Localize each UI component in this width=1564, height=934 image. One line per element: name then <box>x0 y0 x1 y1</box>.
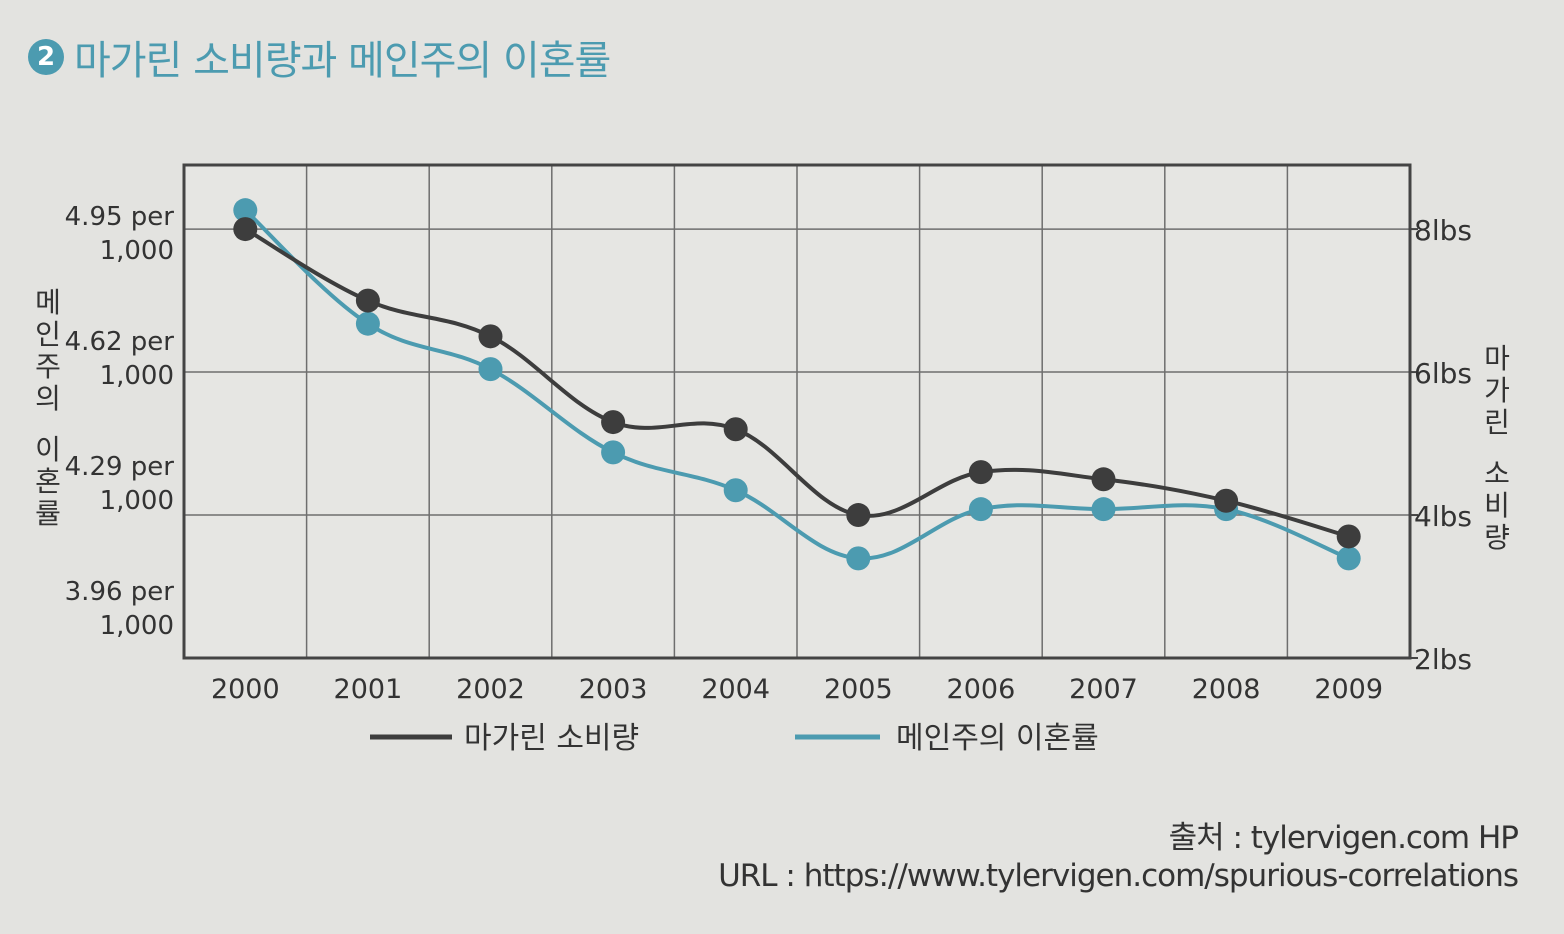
left-axis-tick-label: 1,000 <box>100 236 174 266</box>
url-label: URL <box>718 858 778 894</box>
left-axis-title-char: 혼 <box>35 465 61 498</box>
data-point-divorce <box>846 546 871 571</box>
left-axis-title-char: 주 <box>35 350 61 383</box>
right-axis-title-char: 비 <box>1484 489 1510 522</box>
left-axis-title-char: 률 <box>35 497 61 530</box>
source-label: 출처 <box>1168 820 1225 856</box>
right-axis-title-char: 린 <box>1484 406 1510 439</box>
left-axis-title-char: 인 <box>35 318 61 351</box>
series-line-margarine <box>244 227 1350 539</box>
data-point-divorce <box>601 440 626 465</box>
data-point-margarine <box>723 417 748 442</box>
left-axis-tick-label: 1,000 <box>100 486 174 516</box>
left-axis-tick-label: 1,000 <box>100 361 174 391</box>
right-axis-tick-label: 8lbs <box>1414 214 1472 247</box>
x-tick-label: 2003 <box>579 674 648 705</box>
data-point-divorce <box>723 478 748 503</box>
x-tick-label: 2007 <box>1069 674 1138 705</box>
left-axis-tick-label: 4.62 per <box>65 327 175 357</box>
source-value: tylervigen.com HP <box>1250 820 1519 856</box>
data-point-margarine <box>355 288 380 313</box>
data-point-divorce <box>478 357 503 382</box>
data-point-margarine <box>968 460 993 485</box>
x-tick-label: 2006 <box>947 674 1016 705</box>
data-point-divorce <box>355 311 380 336</box>
right-axis-tick-label: 2lbs <box>1414 643 1472 676</box>
data-point-margarine <box>478 324 503 349</box>
title-text: 마가린 소비량과 메인주의 이혼률 <box>74 38 611 84</box>
right-axis-title-char: 량 <box>1484 521 1510 554</box>
left-axis-tick-label: 3.96 per <box>65 577 175 607</box>
left-axis-title-char: 이 <box>35 433 61 466</box>
left-axis-tick-label: 1,000 <box>100 611 174 641</box>
left-axis-title-char: 의 <box>35 382 61 415</box>
x-tick-label: 2005 <box>824 674 893 705</box>
chart-title: 2 마가린 소비량과 메인주의 이혼률 <box>28 28 611 86</box>
right-axis-title-char: 마 <box>1484 342 1510 375</box>
right-axis-tick-label: 4lbs <box>1414 500 1472 533</box>
data-point-divorce <box>1336 546 1361 571</box>
x-tick-label: 2008 <box>1192 674 1261 705</box>
legend-label-margarine: 마가린 소비량 <box>464 721 639 756</box>
data-point-divorce <box>1091 497 1116 522</box>
data-point-margarine <box>1336 524 1361 549</box>
source-line: 출처 : tylervigen.com HP <box>1168 820 1519 856</box>
data-point-margarine <box>601 410 626 435</box>
x-tick-label: 2004 <box>701 674 770 705</box>
right-axis-tick-label: 6lbs <box>1414 357 1472 390</box>
x-tick-label: 2001 <box>334 674 403 705</box>
data-point-divorce <box>968 497 993 522</box>
data-point-margarine <box>846 503 871 528</box>
url-value: https://www.tylervigen.com/spurious-corr… <box>803 858 1519 894</box>
x-tick-label: 2000 <box>211 674 280 705</box>
data-point-margarine <box>233 217 258 242</box>
right-axis-title-char: 가 <box>1484 374 1510 407</box>
right-axis-title-char: 소 <box>1484 457 1510 490</box>
series-line-divorce <box>243 208 1350 561</box>
plot-frame <box>182 163 1412 660</box>
url-line: URL : https://www.tylervigen.com/spuriou… <box>718 858 1519 894</box>
left-axis-title-char: 메 <box>35 286 61 319</box>
legend-label-divorce: 메인주의 이혼률 <box>896 721 1099 756</box>
data-point-margarine <box>1214 488 1239 513</box>
x-tick-label: 2002 <box>456 674 525 705</box>
x-tick-label: 2009 <box>1314 674 1383 705</box>
data-point-margarine <box>1091 467 1116 492</box>
title-number-badge: 2 <box>28 39 64 75</box>
data-point-divorce <box>233 198 258 223</box>
left-axis-tick-label: 4.95 per <box>65 202 175 232</box>
left-axis-tick-label: 4.29 per <box>65 452 175 482</box>
